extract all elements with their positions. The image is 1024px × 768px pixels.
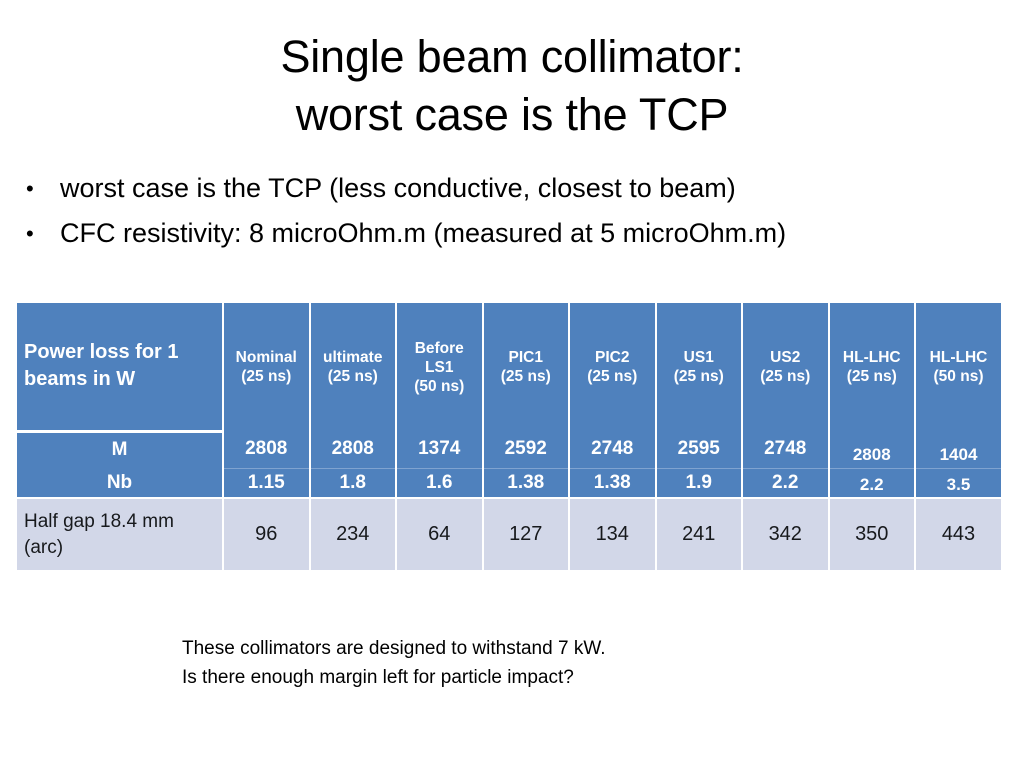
column-header-name: PIC2 (595, 349, 630, 366)
page-title: Single beam collimator: worst case is th… (0, 0, 1024, 144)
column-header-name-line-2: LS1 (425, 358, 454, 376)
column-header-ultimate: ultimate (25 ns) (308, 303, 397, 431)
cell-nb-nominal: 1.15 (222, 467, 310, 498)
bullet-list: • worst case is the TCP (less conductive… (0, 166, 1024, 256)
page-title-line-2: worst case is the TCP (295, 89, 729, 140)
column-header-timing: (25 ns) (241, 368, 292, 385)
cell-nb-ultimate: 1.8 (308, 467, 397, 498)
bullet-text: CFC resistivity: 8 microOhm.m (measured … (60, 218, 787, 248)
list-item: • CFC resistivity: 8 microOhm.m (measure… (26, 211, 1024, 256)
row-label-nb: Nb (17, 468, 224, 498)
bullet-dot-icon: • (26, 176, 34, 201)
caption-line-2: Is there enough margin left for particle… (182, 667, 574, 688)
cell-halfgap-hl-lhc-25ns: 350 (827, 497, 916, 570)
cell-m-before-ls1: 1374 (395, 431, 483, 468)
column-header-us2: US2 (25 ns) (741, 303, 829, 431)
column-header-timing: (25 ns) (327, 368, 378, 385)
column-header-timing: (25 ns) (673, 368, 724, 385)
column-header-name: HL-LHC (929, 349, 988, 366)
column-header-pic2: PIC2 (25 ns) (568, 303, 656, 431)
power-loss-table-wrapper: Power loss for 1 beams in W Nominal (25 … (17, 303, 1002, 570)
cell-halfgap-hl-lhc-50ns: 443 (914, 497, 1002, 570)
cell-halfgap-us1: 241 (654, 497, 743, 570)
cell-nb-pic2: 1.38 (568, 467, 656, 498)
cell-m-us1: 2595 (654, 431, 743, 468)
column-header-timing: (25 ns) (587, 368, 638, 385)
column-header-timing: (50 ns) (933, 368, 984, 385)
cell-m-pic1: 2592 (481, 431, 570, 468)
column-header-pic1: PIC1 (25 ns) (481, 303, 570, 431)
cell-halfgap-pic1: 127 (481, 497, 570, 570)
column-header-name: Nominal (235, 349, 297, 366)
bullet-dot-icon: • (26, 221, 34, 246)
column-header-name: HL-LHC (842, 349, 901, 366)
cell-m-pic2: 2748 (568, 431, 656, 468)
row-label-line-1: Half gap 18.4 mm (24, 510, 174, 532)
cell-m-hl-lhc-50ns: 1404 (914, 431, 1002, 468)
table-header-row: Power loss for 1 beams in W Nominal (25 … (17, 303, 1002, 431)
cell-m-us2: 2748 (741, 431, 829, 468)
cell-halfgap-ultimate: 234 (308, 497, 397, 570)
cell-m-hl-lhc-25ns: 2808 (827, 431, 916, 468)
column-header-name: US1 (683, 349, 714, 366)
page-title-line-1: Single beam collimator: (280, 31, 744, 82)
list-item: • worst case is the TCP (less conductive… (26, 166, 1024, 211)
table-row: Half gap 18.4 mm (arc) 96 234 64 127 134… (17, 497, 1002, 570)
column-header-before-ls1: Before LS1 (50 ns) (395, 303, 483, 431)
cell-nb-pic1: 1.38 (481, 467, 570, 498)
cell-m-ultimate: 2808 (308, 431, 397, 468)
cell-halfgap-us2: 342 (741, 497, 829, 570)
table-row: Nb 1.15 1.8 1.6 1.38 1.38 1.9 2.2 2.2 3.… (17, 467, 1002, 498)
cell-nb-hl-lhc-50ns: 3.5 (914, 467, 1002, 498)
row-label-line-2: (arc) (24, 536, 64, 558)
cell-nb-us1: 1.9 (654, 467, 743, 498)
cell-halfgap-pic2: 134 (568, 497, 656, 570)
table-row: M 2808 2808 1374 2592 2748 2595 2748 280… (17, 429, 1002, 468)
cell-halfgap-nominal: 96 (222, 497, 310, 570)
cell-nb-before-ls1: 1.6 (395, 467, 483, 498)
column-header-name: PIC1 (508, 349, 543, 366)
column-header-timing: (25 ns) (760, 368, 811, 385)
caption-line-1: These collimators are designed to withst… (182, 638, 606, 659)
column-header-hl-lhc-50ns: HL-LHC (50 ns) (914, 303, 1002, 431)
column-header-timing: (25 ns) (846, 368, 897, 385)
column-header-us1: US1 (25 ns) (654, 303, 743, 431)
column-header-timing: (50 ns) (414, 377, 465, 395)
row-label-m: M (17, 429, 224, 468)
row-label-half-gap: Half gap 18.4 mm (arc) (17, 497, 224, 570)
column-header-name: US2 (770, 349, 801, 366)
column-header-name: ultimate (323, 349, 383, 366)
bullet-text: worst case is the TCP (less conductive, … (60, 173, 736, 203)
column-header-timing: (25 ns) (500, 368, 551, 385)
column-header-nominal: Nominal (25 ns) (222, 303, 310, 431)
column-header-name-line-1: Before (414, 339, 464, 357)
power-loss-table: Power loss for 1 beams in W Nominal (25 … (17, 303, 1002, 570)
cell-halfgap-before-ls1: 64 (395, 497, 483, 570)
cell-m-nominal: 2808 (222, 431, 310, 468)
cell-nb-us2: 2.2 (741, 467, 829, 498)
column-header-hl-lhc-25ns: HL-LHC (25 ns) (827, 303, 916, 431)
table-corner-label: Power loss for 1 beams in W (17, 303, 224, 431)
slide-caption: These collimators are designed to withst… (182, 634, 605, 692)
cell-nb-hl-lhc-25ns: 2.2 (827, 467, 916, 498)
